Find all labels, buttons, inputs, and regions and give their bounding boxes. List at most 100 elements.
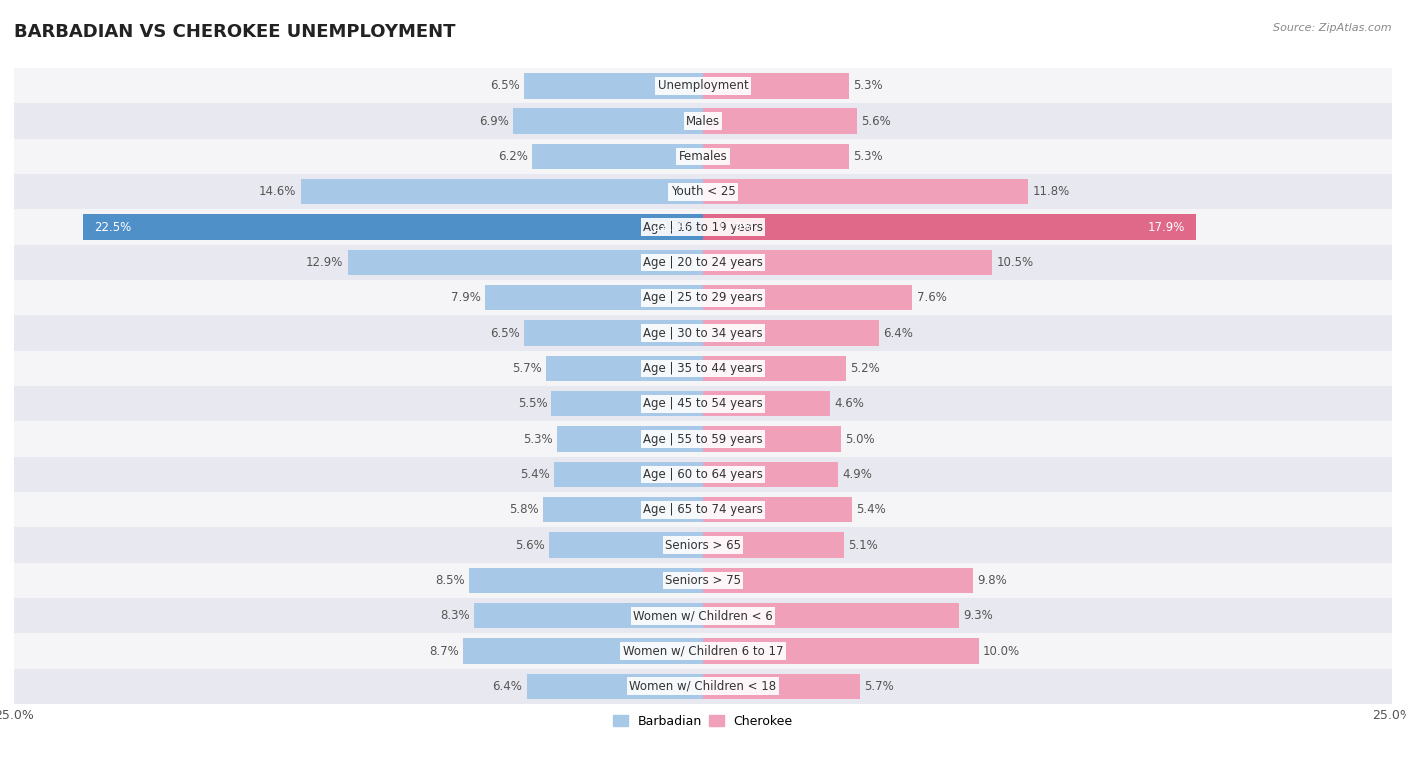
Text: Females: Females xyxy=(679,150,727,163)
Text: Age | 45 to 54 years: Age | 45 to 54 years xyxy=(643,397,763,410)
Bar xyxy=(557,426,703,452)
Bar xyxy=(485,285,703,310)
Text: Women w/ Children 6 to 17: Women w/ Children 6 to 17 xyxy=(623,644,783,658)
Text: Youth < 25: Youth < 25 xyxy=(671,185,735,198)
Text: Age | 65 to 74 years: Age | 65 to 74 years xyxy=(643,503,763,516)
Bar xyxy=(14,422,1392,456)
Bar xyxy=(14,174,1392,210)
Bar xyxy=(703,391,830,416)
Bar xyxy=(703,603,959,628)
Text: Age | 60 to 64 years: Age | 60 to 64 years xyxy=(643,468,763,481)
Text: Women w/ Children < 6: Women w/ Children < 6 xyxy=(633,609,773,622)
Text: 5.2%: 5.2% xyxy=(851,362,880,375)
Bar xyxy=(513,108,703,134)
Bar xyxy=(703,250,993,275)
Text: Age | 35 to 44 years: Age | 35 to 44 years xyxy=(643,362,763,375)
Bar xyxy=(463,638,703,664)
Text: Seniors > 75: Seniors > 75 xyxy=(665,574,741,587)
Bar xyxy=(703,532,844,558)
Bar xyxy=(703,462,838,487)
Text: 14.6%: 14.6% xyxy=(259,185,297,198)
Text: 10.5%: 10.5% xyxy=(997,256,1033,269)
Text: Age | 30 to 34 years: Age | 30 to 34 years xyxy=(643,326,763,340)
Text: 6.5%: 6.5% xyxy=(491,79,520,92)
Text: 10.0%: 10.0% xyxy=(983,644,1019,658)
Bar xyxy=(546,356,703,381)
Text: 9.8%: 9.8% xyxy=(977,574,1007,587)
Bar xyxy=(474,603,703,628)
Text: 5.0%: 5.0% xyxy=(845,432,875,446)
Text: 8.7%: 8.7% xyxy=(429,644,460,658)
Text: 5.7%: 5.7% xyxy=(512,362,541,375)
Text: 5.7%: 5.7% xyxy=(865,680,894,693)
Bar xyxy=(14,280,1392,316)
Text: 5.5%: 5.5% xyxy=(517,397,547,410)
Bar xyxy=(527,674,703,699)
Bar xyxy=(14,104,1392,139)
Bar xyxy=(14,350,1392,386)
Text: Age | 55 to 59 years: Age | 55 to 59 years xyxy=(643,432,763,446)
Bar xyxy=(347,250,703,275)
Bar xyxy=(14,386,1392,422)
Bar xyxy=(14,562,1392,598)
Bar xyxy=(14,316,1392,350)
Text: 5.1%: 5.1% xyxy=(848,538,877,552)
Bar xyxy=(524,73,703,98)
Text: 8.5%: 8.5% xyxy=(434,574,464,587)
Text: Source: ZipAtlas.com: Source: ZipAtlas.com xyxy=(1274,23,1392,33)
Text: 11.8%: 11.8% xyxy=(1032,185,1070,198)
Text: Unemployment: Unemployment xyxy=(658,79,748,92)
Bar xyxy=(14,210,1392,245)
Bar xyxy=(14,492,1392,528)
Text: 7.6%: 7.6% xyxy=(917,291,946,304)
Text: 12.9%: 12.9% xyxy=(307,256,343,269)
Bar xyxy=(14,245,1392,280)
Text: Age | 20 to 24 years: Age | 20 to 24 years xyxy=(643,256,763,269)
Bar xyxy=(703,144,849,169)
Legend: Barbadian, Cherokee: Barbadian, Cherokee xyxy=(609,710,797,733)
Bar xyxy=(703,356,846,381)
Text: Age | 25 to 29 years: Age | 25 to 29 years xyxy=(643,291,763,304)
Bar xyxy=(14,634,1392,668)
Text: 7.9%: 7.9% xyxy=(451,291,481,304)
Text: 4.6%: 4.6% xyxy=(834,397,863,410)
Bar xyxy=(14,598,1392,634)
Bar xyxy=(14,139,1392,174)
Bar xyxy=(703,73,849,98)
Bar xyxy=(703,638,979,664)
Text: 5.3%: 5.3% xyxy=(853,79,883,92)
Text: 5.6%: 5.6% xyxy=(515,538,544,552)
Bar xyxy=(703,179,1028,204)
Text: 5.3%: 5.3% xyxy=(853,150,883,163)
Text: Seniors > 65: Seniors > 65 xyxy=(665,538,741,552)
Bar xyxy=(703,285,912,310)
Text: 5.8%: 5.8% xyxy=(509,503,538,516)
Text: 5.6%: 5.6% xyxy=(862,114,891,128)
Bar xyxy=(468,568,703,593)
Text: 17.9%: 17.9% xyxy=(1147,220,1185,234)
Text: 6.5%: 6.5% xyxy=(491,326,520,340)
Bar xyxy=(703,108,858,134)
Bar xyxy=(551,391,703,416)
Text: 17.9%: 17.9% xyxy=(717,220,754,234)
Bar xyxy=(14,68,1392,104)
Text: BARBADIAN VS CHEROKEE UNEMPLOYMENT: BARBADIAN VS CHEROKEE UNEMPLOYMENT xyxy=(14,23,456,41)
Bar xyxy=(554,462,703,487)
Text: 6.4%: 6.4% xyxy=(883,326,914,340)
Text: 5.4%: 5.4% xyxy=(856,503,886,516)
Bar xyxy=(83,214,703,240)
Text: 6.4%: 6.4% xyxy=(492,680,523,693)
Bar xyxy=(301,179,703,204)
Bar xyxy=(543,497,703,522)
Text: Women w/ Children < 18: Women w/ Children < 18 xyxy=(630,680,776,693)
Text: Males: Males xyxy=(686,114,720,128)
Text: 6.9%: 6.9% xyxy=(479,114,509,128)
Bar xyxy=(703,568,973,593)
Text: 22.5%: 22.5% xyxy=(94,220,131,234)
Text: 6.2%: 6.2% xyxy=(498,150,529,163)
Bar xyxy=(14,668,1392,704)
Bar xyxy=(703,214,1197,240)
Text: Age | 16 to 19 years: Age | 16 to 19 years xyxy=(643,220,763,234)
Bar xyxy=(524,320,703,346)
Text: 5.3%: 5.3% xyxy=(523,432,553,446)
